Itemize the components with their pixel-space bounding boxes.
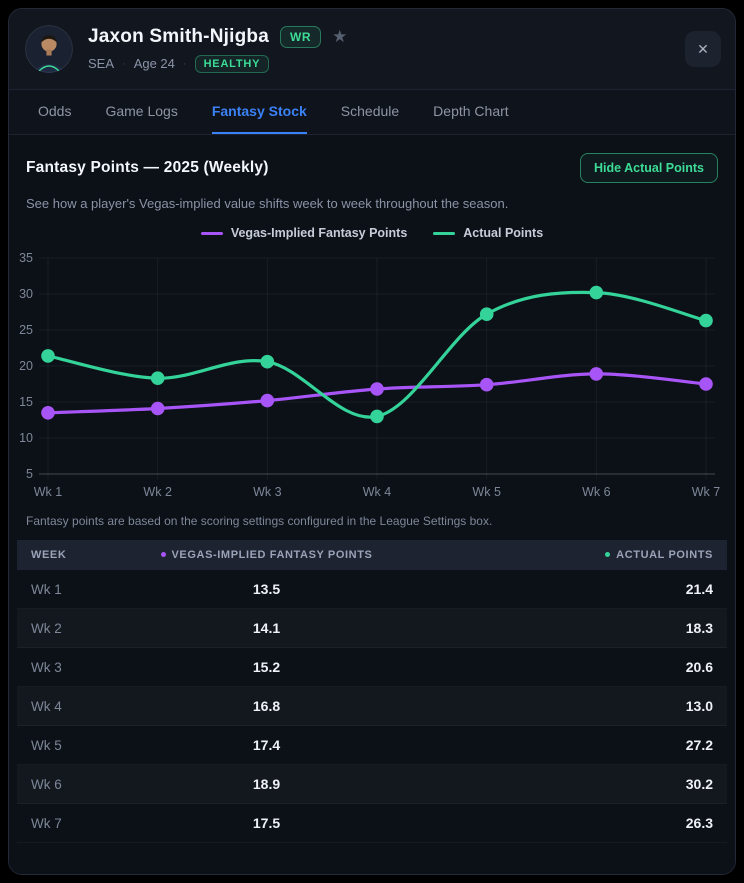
svg-text:Wk 7: Wk 7 — [692, 485, 721, 499]
actual-line-swatch — [433, 231, 456, 235]
table-row: Wk 5 17.4 27.2 — [17, 726, 727, 765]
purple-dot-icon — [160, 552, 166, 558]
scoring-footnote: Fantasy points are based on the scoring … — [26, 514, 493, 528]
svg-text:Wk 1: Wk 1 — [34, 485, 63, 499]
close-icon: ✕ — [697, 40, 709, 57]
player-avatar — [25, 25, 73, 73]
svg-text:15: 15 — [19, 395, 33, 409]
player-age: Age 24 — [133, 56, 175, 71]
separator-dot: · — [122, 57, 126, 70]
section-subtitle: See how a player's Vegas-implied value s… — [26, 196, 509, 211]
legend-item-vegas: Vegas-Implied Fantasy Points — [200, 226, 408, 240]
favorite-star-icon[interactable]: ★ — [332, 27, 348, 46]
svg-text:35: 35 — [19, 251, 33, 265]
table-body: Wk 1 13.5 21.4 Wk 2 14.1 18.3 Wk 3 15.2 … — [17, 570, 727, 843]
player-name: Jaxon Smith-Njigba — [88, 25, 269, 47]
fantasy-stock-panel: Fantasy Points — 2025 (Weekly) Hide Actu… — [9, 135, 735, 874]
svg-text:30: 30 — [19, 287, 33, 301]
svg-text:Wk 4: Wk 4 — [363, 485, 392, 499]
tab-bar: Odds Game Logs Fantasy Stock Schedule De… — [9, 89, 735, 135]
table-row: Wk 4 16.8 13.0 — [17, 687, 727, 726]
hide-actual-points-button[interactable]: Hide Actual Points — [580, 153, 718, 183]
fantasy-points-chart: 5 10 15 20 25 30 35 Wk 1 Wk 2 Wk 3 Wk 4 Wk 5 Wk 6 Wk … — [19, 251, 721, 499]
tab-odds[interactable]: Odds — [38, 103, 72, 119]
chart-legend: Vegas-Implied Fantasy Points Actual Poin… — [17, 226, 727, 240]
separator-dot: · — [182, 57, 187, 70]
legend-label-vegas: Vegas-Implied Fantasy Points — [230, 226, 408, 240]
table-header-row: WEEK VEGAS-IMPLIED FANTASY POINTS ACTUAL… — [17, 540, 727, 570]
player-card: Jaxon Smith-Njigba WR ★ SEA · Age 24 · H… — [8, 8, 736, 875]
section-title: Fantasy Points — 2025 (Weekly) — [26, 159, 269, 176]
svg-text:10: 10 — [19, 431, 33, 445]
svg-text:Wk 6: Wk 6 — [582, 485, 611, 499]
legend-item-actual: Actual Points — [433, 226, 543, 240]
vegas-line-swatch — [200, 231, 223, 235]
tab-fantasy-stock[interactable]: Fantasy Stock — [211, 90, 307, 134]
tab-depth-chart[interactable]: Depth Chart — [433, 103, 509, 119]
svg-text:Wk 5: Wk 5 — [472, 485, 501, 499]
green-dot-icon — [605, 552, 611, 558]
close-button[interactable]: ✕ — [685, 31, 721, 67]
table-row: Wk 3 15.2 20.6 — [17, 648, 727, 687]
svg-text:5: 5 — [26, 467, 33, 481]
health-status-badge: HEALTHY — [194, 54, 270, 73]
tab-schedule[interactable]: Schedule — [340, 103, 400, 119]
player-team: SEA — [88, 56, 115, 71]
tab-game-logs[interactable]: Game Logs — [105, 103, 178, 119]
column-header-week: WEEK — [31, 549, 67, 561]
svg-text:Wk 2: Wk 2 — [143, 485, 172, 499]
player-header: Jaxon Smith-Njigba WR ★ SEA · Age 24 · H… — [9, 9, 735, 89]
column-header-actual: ACTUAL POINTS — [420, 549, 727, 561]
table-row: Wk 2 14.1 18.3 — [17, 609, 727, 648]
svg-text:25: 25 — [19, 323, 33, 337]
table-row: Wk 6 18.9 30.2 — [17, 765, 727, 804]
table-row: Wk 7 17.5 26.3 — [17, 804, 727, 843]
table-row: Wk 1 13.5 21.4 — [17, 570, 727, 609]
legend-label-actual: Actual Points — [463, 226, 544, 240]
weekly-points-table: WEEK VEGAS-IMPLIED FANTASY POINTS ACTUAL… — [17, 540, 727, 843]
position-badge: WR — [279, 25, 322, 48]
svg-text:Wk 3: Wk 3 — [253, 485, 282, 499]
column-header-vegas: VEGAS-IMPLIED FANTASY POINTS — [113, 549, 420, 561]
svg-text:20: 20 — [19, 359, 33, 373]
